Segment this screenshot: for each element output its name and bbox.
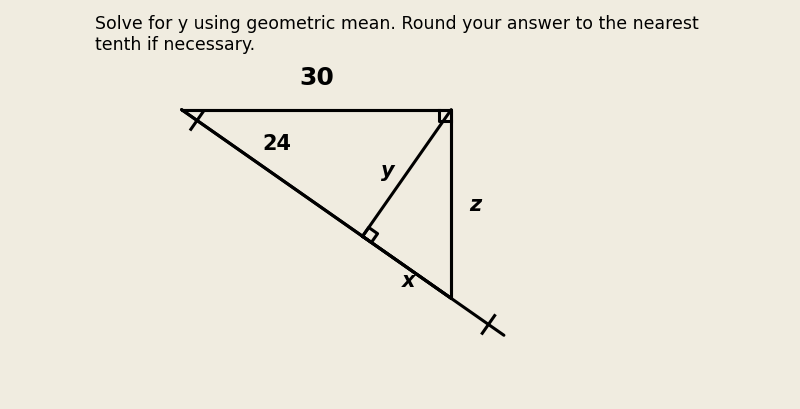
Text: z: z xyxy=(470,195,482,214)
Text: Solve for y using geometric mean. Round your answer to the nearest
tenth if nece: Solve for y using geometric mean. Round … xyxy=(95,15,699,54)
Text: 24: 24 xyxy=(262,133,291,153)
Text: x: x xyxy=(402,271,416,291)
Text: 30: 30 xyxy=(299,66,334,90)
Text: y: y xyxy=(381,161,395,181)
